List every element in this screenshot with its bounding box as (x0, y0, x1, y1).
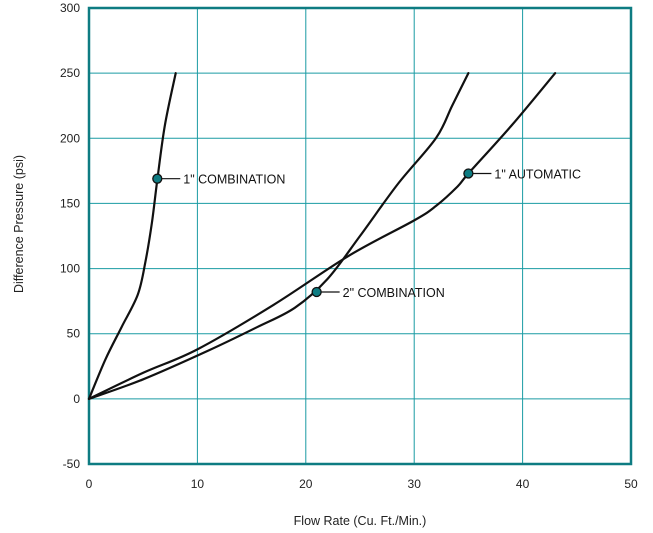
series-line-2 (87, 72, 470, 400)
annotation-marker (152, 173, 163, 184)
annotation-marker (463, 168, 474, 179)
y-axis-label: Difference Pressure (psi) (12, 155, 26, 293)
y-tick-label: 200 (60, 131, 80, 145)
y-tick-label: 250 (60, 66, 80, 80)
series-line-3 (87, 72, 557, 400)
annotation-marker (311, 286, 322, 298)
annotation-label: 1" COMBINATION (183, 173, 285, 187)
x-tick-label: 40 (516, 477, 530, 491)
x-tick-label: 30 (408, 477, 422, 491)
y-tick-label: 50 (67, 327, 81, 341)
y-tick-label: 300 (60, 1, 80, 15)
x-tick-label: 0 (86, 477, 93, 491)
x-tick-label: 50 (624, 477, 638, 491)
x-tick-label: 20 (299, 477, 313, 491)
y-tick-label: 100 (60, 262, 80, 276)
annotation-label: 1" AUTOMATIC (494, 167, 581, 181)
annotation-label: 2" COMBINATION (343, 286, 445, 300)
x-axis-label: Flow Rate (Cu. Ft./Min.) (294, 514, 427, 528)
y-tick-label: 150 (60, 196, 80, 210)
y-tick-label: 0 (73, 392, 80, 406)
plot-frame (87, 6, 633, 466)
x-tick-label: 10 (191, 477, 205, 491)
series-line-1 (87, 72, 177, 400)
y-tick-label: -50 (63, 457, 81, 471)
